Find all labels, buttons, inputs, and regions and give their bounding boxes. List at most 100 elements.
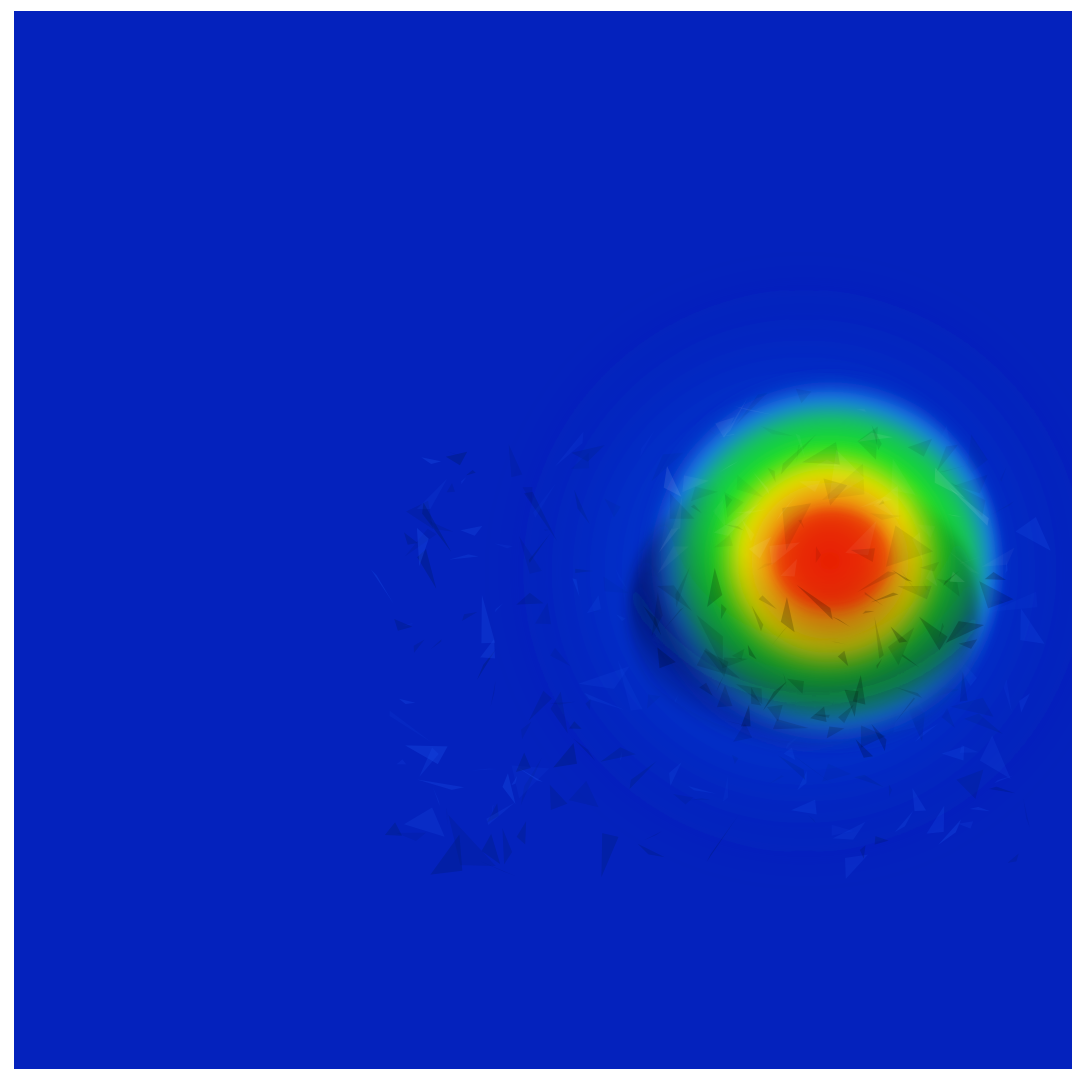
peak-facet xyxy=(724,494,733,509)
peak-facet xyxy=(845,520,877,556)
peak-facet xyxy=(802,442,840,465)
peak-facet xyxy=(887,627,915,666)
mesh-facet xyxy=(413,639,425,653)
peak-facet xyxy=(885,525,934,567)
peak-facet xyxy=(858,432,893,442)
peak-facet xyxy=(816,459,842,467)
peak-facet xyxy=(907,438,933,457)
mesh-facet xyxy=(460,525,483,536)
mesh-facet xyxy=(448,554,479,560)
peak-facet xyxy=(876,658,882,669)
mesh-facet xyxy=(462,612,478,621)
peak-facet xyxy=(949,571,966,583)
peak-facet xyxy=(716,675,724,692)
peak-facet xyxy=(682,475,709,493)
peak-facet xyxy=(657,546,689,574)
peak-facet xyxy=(864,591,884,607)
peak-facet xyxy=(747,644,757,660)
mesh-facet xyxy=(486,802,516,825)
mesh-facet xyxy=(384,822,402,836)
mesh-facet xyxy=(637,843,665,858)
mesh-facet xyxy=(430,834,463,875)
peak-facet xyxy=(871,424,882,450)
peak-facet xyxy=(938,464,969,473)
render-viewport xyxy=(14,11,1072,1069)
mesh-facet xyxy=(417,549,437,589)
peak-facet xyxy=(936,444,959,473)
peak-facet xyxy=(651,592,663,637)
mesh-facet xyxy=(405,745,448,765)
peak-facet xyxy=(770,625,789,647)
peak-facet xyxy=(720,603,727,620)
mesh-facet xyxy=(406,500,434,530)
mesh-facet xyxy=(549,784,568,810)
peak-facet xyxy=(948,487,989,526)
peak-facet xyxy=(856,408,866,412)
mesh-facet xyxy=(430,521,453,532)
peak-facet xyxy=(870,592,899,603)
mesh-facet xyxy=(489,804,494,829)
mesh-facet xyxy=(511,765,550,799)
peak-facet xyxy=(769,542,800,566)
peak-facet xyxy=(831,616,851,628)
peak-facet xyxy=(741,704,751,727)
peak-facet xyxy=(715,417,735,438)
peak-facet xyxy=(796,444,800,465)
peak-facet xyxy=(798,519,805,529)
peak-facet xyxy=(796,584,833,620)
peak-facet xyxy=(936,578,960,597)
mesh-facet xyxy=(445,451,468,466)
peak-facet xyxy=(733,723,753,742)
peak-facet xyxy=(735,684,763,705)
peak-facet xyxy=(725,720,764,730)
peak-facet xyxy=(855,739,874,758)
peak-facet xyxy=(690,504,702,514)
peak-facet xyxy=(780,597,795,633)
peak-blob xyxy=(629,371,999,761)
mesh-facet xyxy=(466,470,476,476)
mesh-facet xyxy=(520,757,542,806)
peak-facet xyxy=(782,503,812,551)
peak-facet xyxy=(857,571,898,593)
peak-facet xyxy=(878,500,885,506)
peak-facet xyxy=(873,485,899,520)
peak-facet xyxy=(938,622,944,638)
peak-facet xyxy=(718,460,740,474)
peak-facet xyxy=(959,552,995,564)
peak-facet xyxy=(857,426,878,460)
peak-facet xyxy=(767,467,776,483)
mesh-facet xyxy=(502,828,513,865)
peak-facet xyxy=(919,561,940,572)
peak-facet xyxy=(950,482,986,517)
peak-facet xyxy=(663,465,682,497)
mesh-facet xyxy=(643,831,662,841)
peak-facet xyxy=(690,486,718,502)
mesh-facet xyxy=(502,773,516,805)
mesh-facet xyxy=(416,478,448,510)
peak-facet xyxy=(669,493,695,519)
mesh-facet xyxy=(490,680,496,707)
mesh-facet xyxy=(404,532,418,545)
mesh-facet xyxy=(601,833,619,878)
peak-facet xyxy=(862,610,875,614)
mesh-facet xyxy=(370,569,395,605)
mesh-facet xyxy=(461,477,467,485)
mesh-facet xyxy=(568,780,599,808)
mesh-facet xyxy=(494,603,504,613)
mesh-facet xyxy=(508,444,523,478)
peak-facet xyxy=(767,704,783,722)
peak-facet xyxy=(724,492,744,518)
peak-facet xyxy=(869,513,902,520)
peak-facet xyxy=(786,678,804,694)
mesh-facet xyxy=(404,807,445,837)
peak-facet xyxy=(752,471,770,495)
peak-facet xyxy=(984,572,1006,580)
peak-facet xyxy=(823,478,848,506)
peak-facet xyxy=(672,496,683,529)
mesh-facet xyxy=(446,451,460,456)
mesh-facet xyxy=(404,528,437,557)
peak-facet xyxy=(658,528,679,553)
peak-facet xyxy=(696,614,723,668)
peak-facet xyxy=(810,706,827,722)
peak-facet xyxy=(891,569,913,582)
